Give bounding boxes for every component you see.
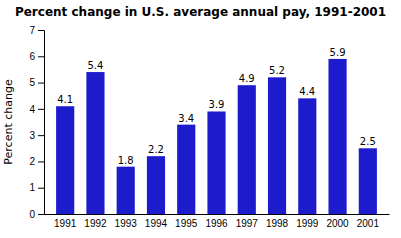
x-tick-label: 1991	[54, 218, 77, 229]
x-axis: 1991 1992 1993 1994 1995 1996 1997 1998 1999 2000…	[45, 215, 390, 230]
x-tick: 1996	[205, 218, 228, 229]
data-label: 5.2	[269, 65, 285, 76]
y-tick: 6	[29, 51, 44, 62]
y-axis-title: Percent change	[2, 79, 15, 165]
bar	[117, 167, 135, 214]
y-tick-label: 5	[29, 77, 35, 88]
x-tick-label: 2001	[357, 218, 380, 229]
x-tick: 1995	[175, 218, 198, 229]
bar	[328, 59, 346, 214]
y-tick: 1	[29, 182, 44, 193]
y-tick-label: 7	[29, 25, 35, 36]
y-tick-label: 2	[29, 156, 35, 167]
y-tick-mark	[38, 161, 44, 162]
bars	[56, 59, 377, 214]
bar	[86, 72, 104, 214]
x-tick-label: 1999	[296, 218, 319, 229]
x-tick-label: 1992	[84, 218, 107, 229]
data-label: 3.9	[209, 99, 225, 110]
data-label: 5.4	[87, 60, 103, 71]
data-label: 1.8	[118, 155, 134, 166]
x-tick-label: 1993	[115, 218, 138, 229]
data-label: 2.2	[148, 144, 164, 155]
y-tick-label: 4	[29, 104, 35, 115]
y-tick-mark	[38, 30, 44, 31]
y-tick-mark	[38, 135, 44, 136]
x-tick: 2000	[326, 218, 349, 229]
x-tick-label: 1994	[145, 218, 168, 229]
title: Percent change in U.S. average annual pa…	[15, 5, 386, 19]
x-tick-label: 2000	[326, 218, 349, 229]
y-tick: 7	[29, 25, 44, 36]
bar	[147, 156, 165, 214]
bar	[207, 111, 225, 214]
chart: 1991 1992 1993 1994 1995 1996 1997 1998 1999 2000…	[0, 0, 401, 238]
y-axis-line	[38, 31, 45, 215]
bar	[359, 148, 377, 214]
x-tick: 1992	[84, 218, 107, 229]
y-tick: 0	[29, 209, 44, 220]
x-tick: 1993	[115, 218, 138, 229]
y-tick-mark	[38, 214, 44, 215]
y-tick: 3	[29, 130, 44, 141]
x-tick-label: 1997	[236, 218, 259, 229]
x-tick: 1999	[296, 218, 319, 229]
data-label: 4.9	[239, 73, 255, 84]
data-labels: 4.1 5.4 1.8 2.2 3.4 3.9 4.9 5.2 4.4 5.9 2.5	[57, 47, 376, 166]
data-label: 5.9	[330, 47, 346, 58]
plot: 1991 1992 1993 1994 1995 1996 1997 1998 1999 2000…	[29, 25, 389, 229]
data-label: 2.5	[360, 136, 376, 147]
x-tick: 1997	[236, 218, 259, 229]
data-label: 4.1	[57, 94, 73, 105]
y-tick-mark	[38, 188, 44, 189]
bar	[298, 98, 316, 214]
x-tick: 2001	[357, 218, 380, 229]
y-tick-label: 0	[29, 209, 35, 220]
y-tick: 5	[29, 77, 44, 88]
data-label: 3.4	[178, 113, 194, 124]
bar	[56, 106, 74, 214]
y-tick-label: 1	[29, 182, 35, 193]
x-tick: 1991	[54, 218, 77, 229]
y-tick: 2	[29, 156, 44, 167]
y-tick-mark	[38, 83, 44, 84]
x-tick: 1998	[266, 218, 289, 229]
y-tick-mark	[38, 56, 44, 57]
y-tick-label: 3	[29, 130, 35, 141]
y-axis: 0 1 2 3 4 5 6 7	[29, 25, 44, 220]
x-tick-label: 1996	[205, 218, 228, 229]
x-tick-label: 1998	[266, 218, 289, 229]
bar	[238, 85, 256, 214]
x-tick: 1994	[145, 218, 168, 229]
y-tick-label: 6	[29, 51, 35, 62]
x-tick-label: 1995	[175, 218, 198, 229]
data-label: 4.4	[299, 86, 315, 97]
y-tick-mark	[38, 109, 44, 110]
bar	[268, 77, 286, 214]
bar	[177, 125, 195, 214]
x-axis-line	[45, 214, 390, 215]
y-tick: 4	[29, 104, 44, 115]
